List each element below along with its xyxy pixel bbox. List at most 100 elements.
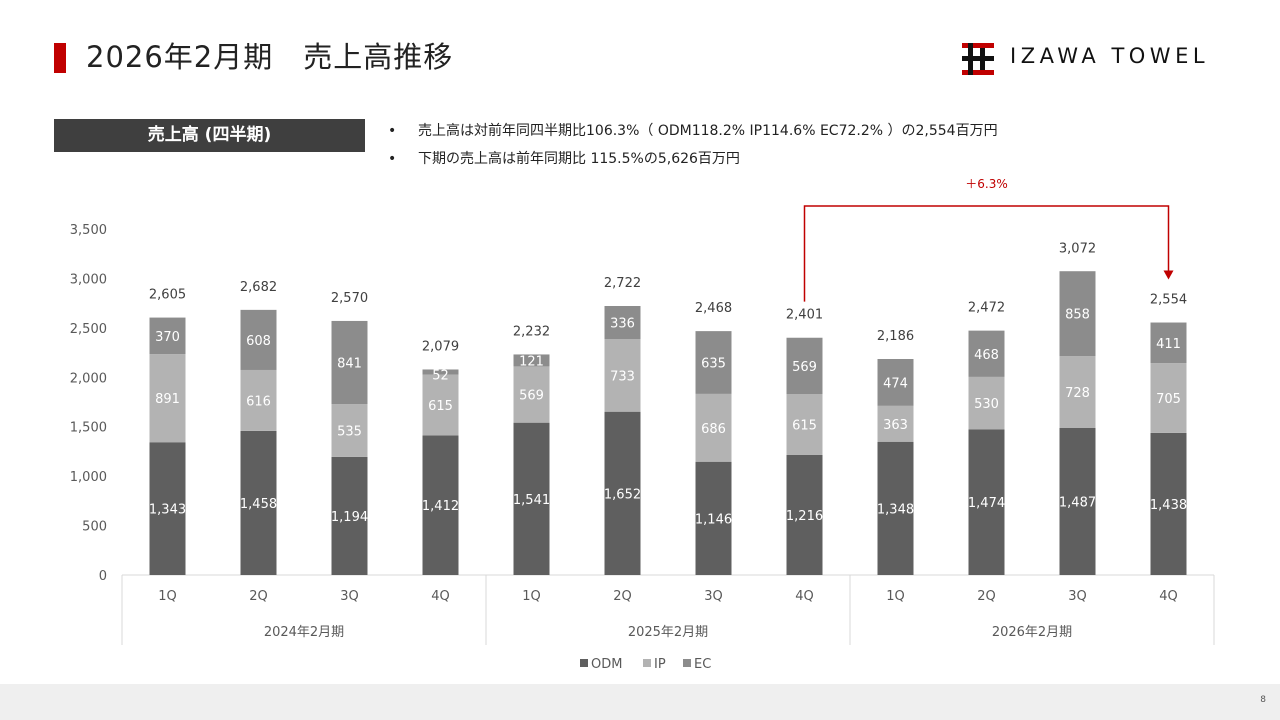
bar-segment-ec (1059, 271, 1096, 357)
bar-value-label-ip: 616 (246, 394, 271, 409)
bar-segment-ip (422, 374, 459, 436)
bar-total-label: 2,570 (331, 291, 368, 306)
bar-segment-ip (968, 376, 1005, 430)
bar-value-label-odm: 1,216 (786, 509, 823, 524)
y-tick-label: 0 (99, 569, 107, 584)
legend-label-ec: EC (694, 657, 711, 672)
bar-segment-odm (331, 456, 368, 575)
y-tick-label: 2,500 (70, 322, 107, 337)
y-tick-label: 3,000 (70, 272, 107, 287)
legend-swatch-ec (683, 659, 691, 667)
bar-segment-ec (240, 309, 277, 370)
company-logo: IZAWA TOWEL (962, 43, 1232, 75)
bar-value-label-ip: 686 (701, 422, 726, 437)
bar-segment-ec (786, 337, 823, 394)
bar-value-label-ec: 468 (974, 348, 999, 363)
x-tick-label: 1Q (158, 589, 177, 604)
bar-segment-ec (422, 369, 459, 375)
bar-value-label-odm: 1,412 (422, 499, 459, 514)
bar-segment-odm (149, 442, 186, 575)
bar-segment-ip (149, 354, 186, 443)
bar-value-label-ec: 858 (1065, 308, 1090, 323)
x-tick-label: 4Q (1159, 589, 1178, 604)
x-tick-label: 4Q (795, 589, 814, 604)
y-tick-label: 2,000 (70, 371, 107, 386)
x-group-label: 2026年2月期 (992, 625, 1072, 640)
bar-total-label: 2,186 (877, 329, 914, 344)
bar-value-label-ec: 121 (519, 354, 544, 369)
summary-bullets: 売上高は対前年同四半期比106.3%（ ODM118.2% IP114.6% E… (388, 121, 998, 177)
bar-segment-odm (240, 430, 277, 575)
bar-segment-odm (968, 429, 1005, 575)
bar-total-label: 2,682 (240, 280, 277, 295)
bar-value-label-odm: 1,487 (1059, 495, 1096, 510)
bar-value-label-ip: 569 (519, 389, 544, 404)
bar-total-label: 2,554 (1150, 293, 1187, 308)
x-group-label: 2025年2月期 (628, 625, 708, 640)
bar-total-label: 2,605 (149, 287, 186, 302)
bar-segment-ec (877, 358, 914, 406)
bar-segment-odm (695, 461, 732, 575)
bar-value-label-odm: 1,438 (1150, 498, 1187, 513)
y-tick-label: 1,000 (70, 470, 107, 485)
bar-value-label-odm: 1,652 (604, 487, 641, 502)
bar-segment-ip (786, 393, 823, 455)
bar-value-label-ip: 728 (1065, 386, 1090, 401)
x-tick-label: 1Q (886, 589, 905, 604)
bar-value-label-ec: 370 (155, 330, 180, 345)
bar-segment-ec (331, 320, 368, 405)
bar-value-label-ip: 615 (428, 399, 453, 414)
growth-annotation-label: ＋6.3% (965, 177, 1008, 191)
bar-segment-odm (1059, 427, 1096, 575)
growth-arrowhead (1163, 270, 1174, 280)
bar-segment-ec (968, 330, 1005, 377)
bar-segment-ip (695, 393, 732, 462)
page-title: 2026年2月期 売上高推移 (86, 40, 454, 74)
legend-label-odm: ODM (591, 657, 622, 672)
bar-value-label-ec: 411 (1156, 337, 1181, 352)
bar-value-label-ec: 608 (246, 334, 271, 349)
bar-total-label: 3,072 (1059, 241, 1096, 256)
bar-segment-ec (604, 306, 641, 340)
y-tick-label: 1,500 (70, 421, 107, 436)
bar-segment-odm (786, 454, 823, 575)
y-tick-label: 3,500 (70, 223, 107, 238)
summary-bullet-2: 下期の売上高は前年同期比 115.5%の5,626百万円 (388, 149, 998, 177)
y-tick-label: 500 (82, 520, 107, 535)
bar-value-label-ip: 705 (1156, 392, 1181, 407)
bar-segment-ec (695, 331, 732, 394)
bar-value-label-ip: 535 (337, 425, 362, 440)
x-tick-label: 3Q (340, 589, 359, 604)
bar-segment-odm (1150, 432, 1187, 575)
bar-total-label: 2,401 (786, 308, 823, 323)
bar-value-label-odm: 1,194 (331, 510, 368, 525)
growth-bracket-line (803, 205, 1170, 302)
x-tick-label: 2Q (249, 589, 268, 604)
bar-total-label: 2,232 (513, 324, 550, 339)
bar-segment-ec (1150, 322, 1187, 364)
bar-value-label-ip: 891 (155, 392, 180, 407)
bar-value-label-odm: 1,343 (149, 503, 186, 518)
bar-value-label-ec: 336 (610, 317, 635, 332)
summary-bullet-1: 売上高は対前年同四半期比106.3%（ ODM118.2% IP114.6% E… (388, 121, 998, 149)
page-number: 8 (1260, 695, 1266, 705)
bar-value-label-ip: 363 (883, 418, 908, 433)
legend-swatch-odm (580, 659, 588, 667)
bar-segment-ip (331, 404, 368, 457)
x-tick-label: 4Q (431, 589, 450, 604)
bar-value-label-odm: 1,458 (240, 497, 277, 512)
x-tick-label: 1Q (522, 589, 541, 604)
section-label: 売上高 (四半期) (54, 119, 365, 152)
logo-text: IZAWA TOWEL (1010, 44, 1210, 68)
bar-segment-ip (877, 405, 914, 442)
legend-swatch-ip (643, 659, 651, 667)
bar-segment-ec (513, 354, 550, 367)
x-tick-label: 2Q (613, 589, 632, 604)
bar-value-label-ip: 615 (792, 418, 817, 433)
bar-segment-ip (240, 369, 277, 431)
bar-segment-ip (1059, 356, 1096, 428)
bar-segment-ec (149, 317, 186, 355)
bar-total-label: 2,722 (604, 276, 641, 291)
x-tick-label: 3Q (1068, 589, 1087, 604)
bar-value-label-odm: 1,348 (877, 502, 914, 517)
